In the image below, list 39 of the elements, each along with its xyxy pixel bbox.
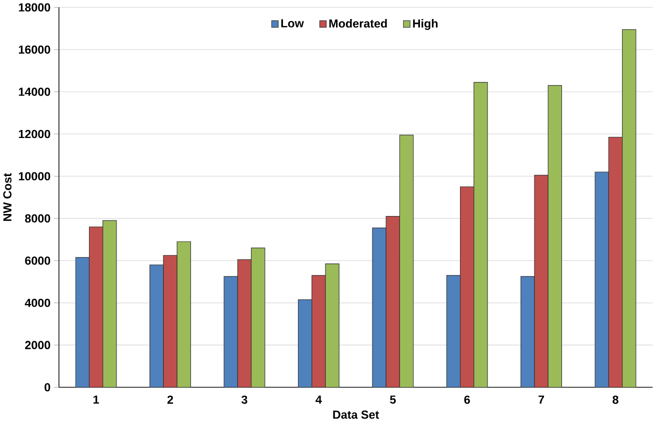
- y-tick-label: 2000: [25, 340, 50, 350]
- x-tick-label: 7: [538, 396, 544, 404]
- x-tick-label: 5: [390, 396, 396, 404]
- bar: [250, 248, 266, 388]
- legend-label: Low: [281, 19, 304, 28]
- bar: [224, 276, 238, 388]
- bar: [150, 264, 164, 388]
- y-tick-label: 4000: [24, 298, 50, 307]
- legend-label: High: [413, 19, 438, 30]
- bar: [520, 276, 535, 388]
- x-tick-label: 8: [612, 396, 618, 404]
- x-tick-label: 2: [167, 396, 174, 404]
- x-tick-label: 6: [464, 396, 470, 404]
- bar: [325, 263, 340, 388]
- y-tick-label: 6000: [25, 256, 50, 265]
- bar: [622, 29, 636, 388]
- bar: [372, 228, 386, 388]
- bar: [176, 241, 191, 388]
- bar: [474, 82, 488, 388]
- y-tick-label: 16000: [18, 45, 50, 54]
- y-tick-label: 14000: [18, 88, 50, 96]
- x-tick-label: 4: [316, 396, 322, 404]
- bar: [75, 257, 90, 388]
- x-tick-label: 1: [94, 396, 99, 404]
- bar: [548, 85, 562, 388]
- bar: [102, 220, 117, 388]
- bar: [446, 275, 461, 388]
- y-tick-label: 18000: [18, 3, 50, 12]
- legend-label: Moderated: [329, 19, 387, 28]
- y-tick-label: 10000: [18, 172, 50, 180]
- y-tick-label: 8000: [25, 214, 50, 223]
- y-axis-title: NW Cost: [3, 173, 12, 221]
- bar: [399, 134, 414, 388]
- bar: [594, 172, 609, 388]
- y-tick-label: 0: [44, 383, 50, 392]
- x-axis-title: Data Set: [333, 410, 379, 419]
- bar: [298, 299, 312, 388]
- x-tick-label: 3: [241, 396, 248, 404]
- y-tick-label: 12000: [18, 130, 50, 138]
